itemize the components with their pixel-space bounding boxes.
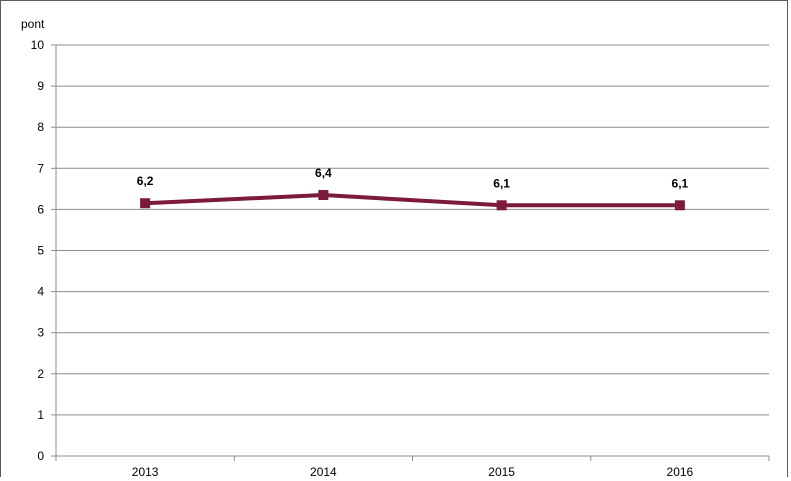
x-tick-labels: 2013 2014 2015 2016 [132,465,694,479]
y-axis-unit-label: pont [21,17,45,31]
y-tick-label: 0 [37,449,44,463]
y-tick-labels: 0 1 2 3 4 5 6 7 8 9 10 [31,38,45,463]
x-tick-label: 2014 [310,465,337,479]
data-point-marker [140,198,151,209]
data-point-marker [496,200,507,211]
y-tick-label: 6 [37,202,44,216]
axes [51,44,770,461]
data-point-marker [318,190,329,201]
y-tick-label: 5 [37,244,44,258]
x-tick-label: 2015 [488,465,515,479]
y-tick-label: 7 [37,161,44,175]
y-tick-label: 10 [31,38,45,52]
series-line [145,193,680,208]
x-tick-label: 2016 [667,465,694,479]
x-tick-label: 2013 [132,465,159,479]
y-tick-label: 3 [37,326,44,340]
y-tick-label: 2 [37,367,44,381]
series-line [145,193,680,208]
data-label: 6,1 [672,176,689,190]
data-label: 6,2 [137,174,154,188]
data-label: 6,1 [493,176,510,190]
y-tick-label: 4 [37,285,44,299]
series-markers [140,190,685,211]
y-tick-label: 1 [37,408,44,422]
gridlines [56,44,769,416]
data-point-marker [674,200,685,211]
data-label: 6,4 [315,166,332,180]
data-labels: 6,2 6,4 6,1 6,1 [137,166,689,190]
y-tick-label: 8 [37,120,44,134]
y-tick-label: 9 [37,79,44,93]
